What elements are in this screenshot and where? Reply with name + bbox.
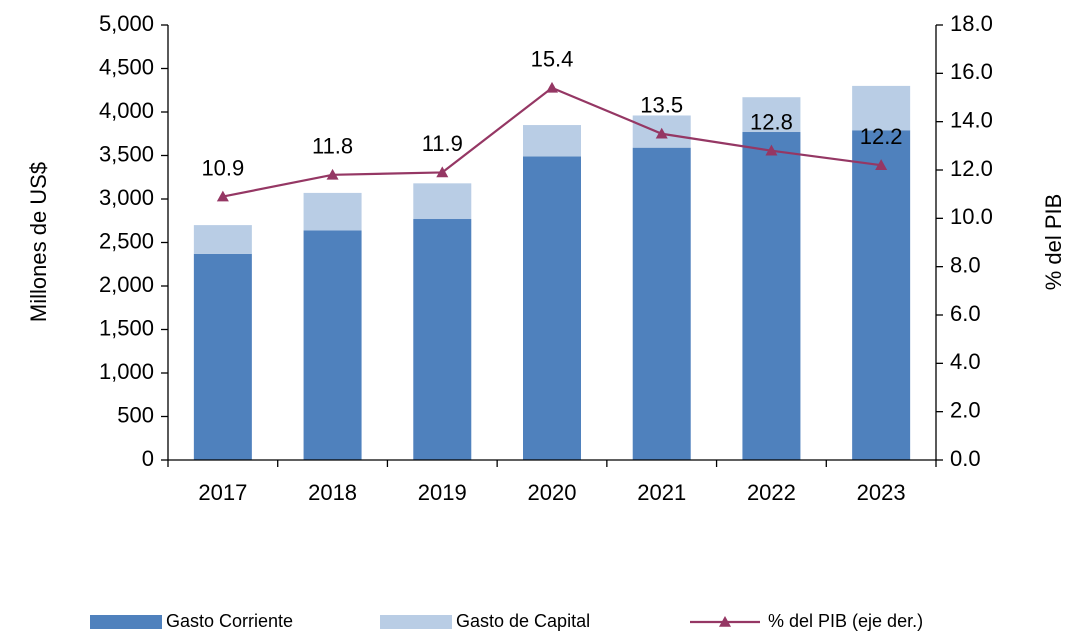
y-tick-label: 0 bbox=[142, 446, 154, 471]
marker bbox=[326, 168, 339, 180]
bar bbox=[413, 219, 472, 460]
legend-swatch bbox=[90, 615, 162, 629]
x-tick-label: 2020 bbox=[528, 480, 577, 505]
y2-tick-label: 16.0 bbox=[950, 59, 993, 84]
y-tick-label: 1,500 bbox=[99, 315, 154, 340]
data-label: 15.4 bbox=[531, 47, 574, 72]
marker bbox=[546, 81, 558, 93]
x-tick-label: 2018 bbox=[308, 480, 357, 505]
marker bbox=[875, 159, 888, 170]
y2-tick-label: 0.0 bbox=[950, 446, 981, 471]
x-tick-label: 2019 bbox=[418, 480, 467, 505]
y-tick-label: 500 bbox=[117, 402, 154, 427]
bar bbox=[303, 230, 362, 460]
legend-marker bbox=[719, 616, 731, 627]
bar bbox=[193, 253, 252, 460]
legend-label: Gasto Corriente bbox=[166, 611, 293, 631]
bar bbox=[742, 132, 801, 460]
y-tick-label: 2,500 bbox=[99, 228, 154, 253]
marker bbox=[436, 166, 449, 178]
y-tick-label: 4,500 bbox=[99, 54, 154, 79]
bar bbox=[852, 85, 911, 131]
legend-label: % del PIB (eje der.) bbox=[768, 611, 923, 631]
y-tick-label: 4,000 bbox=[99, 98, 154, 123]
y2-tick-label: 6.0 bbox=[950, 301, 981, 326]
y-tick-label: 1,000 bbox=[99, 359, 154, 384]
legend-label: Gasto de Capital bbox=[456, 611, 590, 631]
y2-tick-label: 8.0 bbox=[950, 252, 981, 277]
x-tick-label: 2023 bbox=[857, 480, 906, 505]
y-tick-label: 3,000 bbox=[99, 185, 154, 210]
y-tick-label: 5,000 bbox=[99, 11, 154, 36]
y2-tick-label: 12.0 bbox=[950, 156, 993, 181]
data-label: 12.2 bbox=[860, 124, 903, 149]
y2-tick-label: 4.0 bbox=[950, 349, 981, 374]
bar bbox=[303, 192, 362, 231]
marker bbox=[765, 144, 778, 156]
marker bbox=[216, 190, 229, 202]
legend-swatch bbox=[380, 615, 452, 629]
bar bbox=[632, 147, 691, 461]
y2-tick-label: 14.0 bbox=[950, 107, 993, 132]
bar bbox=[852, 130, 911, 460]
marker bbox=[655, 127, 668, 139]
y2-tick-label: 18.0 bbox=[950, 11, 993, 36]
data-label: 11.8 bbox=[312, 134, 353, 159]
y2-axis-label: % del PIB bbox=[1041, 194, 1066, 291]
bar bbox=[523, 125, 581, 157]
x-tick-label: 2022 bbox=[747, 480, 796, 505]
x-tick-label: 2021 bbox=[637, 480, 686, 505]
bar bbox=[193, 225, 252, 254]
y2-tick-label: 2.0 bbox=[950, 397, 981, 422]
data-label: 11.9 bbox=[422, 131, 463, 156]
x-tick-label: 2017 bbox=[198, 480, 247, 505]
bar bbox=[523, 156, 581, 460]
y2-tick-label: 10.0 bbox=[950, 204, 993, 229]
data-label: 12.8 bbox=[750, 109, 793, 134]
data-label: 13.5 bbox=[640, 93, 683, 118]
bar bbox=[742, 97, 801, 133]
y-tick-label: 3,500 bbox=[99, 141, 154, 166]
y-tick-label: 2,000 bbox=[99, 272, 154, 297]
data-label: 10.9 bbox=[201, 155, 244, 180]
y-axis-label: Millones de US$ bbox=[26, 162, 51, 322]
bar bbox=[413, 183, 472, 220]
